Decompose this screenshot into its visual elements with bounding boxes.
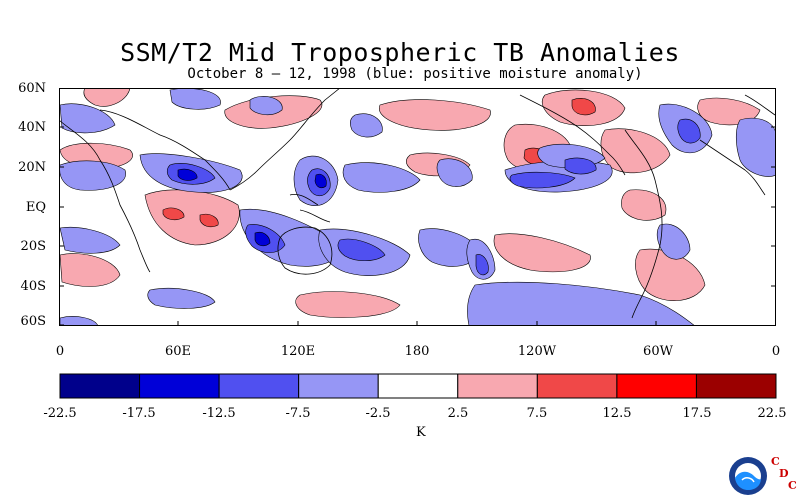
colorbar-swatch — [377, 373, 459, 399]
positive-anomaly-core — [199, 213, 219, 228]
colorbar-swatch — [695, 373, 777, 399]
axis-ticks — [59, 88, 776, 326]
lat-label: 40N — [18, 120, 46, 135]
colorbar-swatch — [298, 373, 379, 399]
negative-anomaly-area — [59, 316, 99, 326]
positive-anomaly-area — [379, 99, 491, 131]
lon-label: 120W — [517, 344, 557, 359]
positive-anomaly-core — [162, 207, 185, 221]
colorbar-tick-label: 7.5 — [526, 406, 548, 421]
colorbar-swatch — [457, 373, 538, 399]
negative-anomaly-area — [59, 227, 121, 254]
lat-label: 40S — [20, 279, 46, 294]
negative-anomaly-area — [735, 117, 776, 177]
colorbar-tick-label: -7.5 — [285, 406, 311, 421]
colorbar-tick-label: 22.5 — [757, 406, 787, 421]
colorbar-tick-label: 17.5 — [682, 406, 712, 421]
negative-anomaly-area — [418, 228, 481, 267]
colorbar-unit: K — [416, 425, 426, 440]
anomaly-field — [59, 88, 776, 326]
lon-label: 120E — [280, 344, 316, 359]
negative-anomaly-area — [656, 223, 691, 260]
colorbar-swatch — [616, 373, 697, 399]
positive-anomaly-area — [83, 88, 131, 107]
strong-negative-anomaly — [314, 173, 327, 189]
lat-label: 60S — [20, 314, 46, 329]
positive-anomaly-area — [295, 291, 401, 318]
strong-negative-anomaly — [254, 231, 271, 247]
lon-label: 180 — [404, 344, 430, 359]
colorbar-swatch — [59, 373, 141, 399]
colorbar — [59, 373, 777, 399]
cdc-logo-letter: C — [788, 479, 797, 492]
negative-anomaly-core — [564, 157, 597, 175]
colorbar-swatch — [218, 373, 300, 399]
colorbar-tick-label: 2.5 — [447, 406, 469, 421]
negative-anomaly-core — [509, 171, 576, 189]
lat-label: 20N — [18, 160, 46, 175]
lat-label: 60N — [18, 81, 46, 96]
negative-anomaly-area — [249, 96, 283, 116]
negative-anomaly-area — [147, 288, 216, 309]
colorbar-tick-label: 12.5 — [602, 406, 632, 421]
cdc-logo-letter: D — [779, 467, 789, 480]
map-title: SSM/T2 Mid Tropospheric TB Anomalies — [120, 38, 680, 67]
map-subtitle: October 8 – 12, 1998 (blue: positive moi… — [187, 66, 643, 82]
negative-anomaly-core — [337, 238, 386, 262]
lon-label: 0 — [55, 344, 65, 359]
positive-anomaly-area — [59, 253, 121, 287]
colorbar-tick-label: -22.5 — [43, 406, 77, 421]
lat-label: 20S — [20, 239, 46, 254]
negative-anomaly-area — [436, 158, 473, 187]
negative-anomaly-core — [677, 118, 701, 144]
colorbar-swatch — [536, 373, 618, 399]
noaa-logo — [729, 457, 767, 495]
lon-label: 60E — [164, 344, 192, 359]
lat-label: EQ — [25, 200, 46, 215]
positive-anomaly-core — [571, 98, 596, 116]
colorbar-tick-label: -12.5 — [202, 406, 236, 421]
negative-anomaly-area — [342, 162, 421, 193]
negative-anomaly-area — [59, 103, 116, 134]
negative-anomaly-area — [467, 281, 696, 326]
colorbar-tick-label: -2.5 — [365, 406, 391, 421]
colorbar-swatch — [139, 373, 220, 399]
negative-anomaly-core — [475, 254, 489, 276]
strong-negative-anomaly — [177, 168, 198, 181]
negative-anomaly-area — [350, 113, 383, 138]
coastlines — [59, 88, 776, 319]
lon-label: 0 — [771, 344, 781, 359]
lon-label: 60W — [643, 344, 673, 359]
negative-anomaly-area — [59, 160, 126, 191]
cdc-logo-letter: C — [771, 455, 780, 468]
positive-anomaly-area — [493, 233, 591, 273]
colorbar-tick-label: -17.5 — [122, 406, 156, 421]
